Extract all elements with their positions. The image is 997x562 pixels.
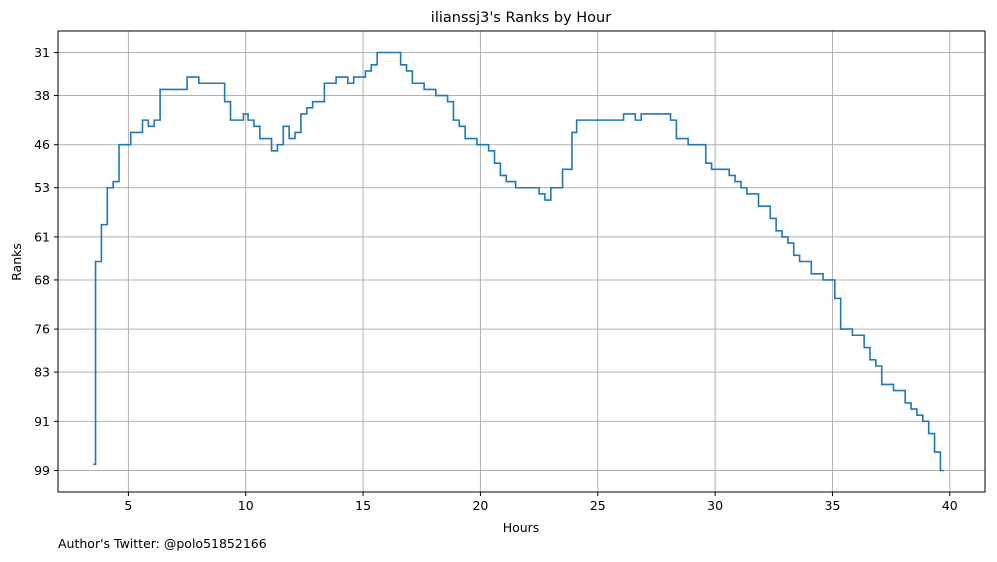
y-tick-label: 99	[34, 463, 50, 478]
y-tick-label: 68	[34, 272, 50, 287]
chart-title: ilianssj3's Ranks by Hour	[431, 10, 611, 26]
x-tick-label: 20	[472, 498, 488, 513]
rank-series-line	[93, 51, 944, 472]
author-credit: Author's Twitter: @polo51852166	[58, 536, 267, 551]
y-tick-label: 38	[34, 88, 50, 103]
y-tick-label: 83	[34, 365, 50, 380]
y-tick-label: 46	[34, 137, 50, 152]
x-tick-label: 30	[707, 498, 723, 513]
x-tick-label: 40	[942, 498, 958, 513]
gridlines	[58, 31, 985, 492]
series-layer	[93, 51, 944, 472]
x-tick-label: 5	[124, 498, 132, 513]
x-tick-label: 25	[590, 498, 606, 513]
y-tick-label: 61	[34, 229, 50, 244]
y-tick-label: 31	[34, 45, 50, 60]
y-tick-label: 76	[34, 322, 50, 337]
y-tick-label: 91	[34, 414, 50, 429]
plot-frame	[57, 30, 986, 493]
x-tick-label: 35	[825, 498, 841, 513]
x-tick-label: 15	[355, 498, 371, 513]
x-tick-label: 10	[238, 498, 254, 513]
x-axis-label: Hours	[503, 520, 540, 535]
y-tick-label: 53	[34, 180, 50, 195]
y-axis-label: Ranks	[9, 243, 24, 281]
y-axis: 31 38 46 53 61 68 76 83 91 99	[34, 45, 58, 478]
x-axis: 5 10 15 20 25 30 35 40	[124, 492, 958, 513]
